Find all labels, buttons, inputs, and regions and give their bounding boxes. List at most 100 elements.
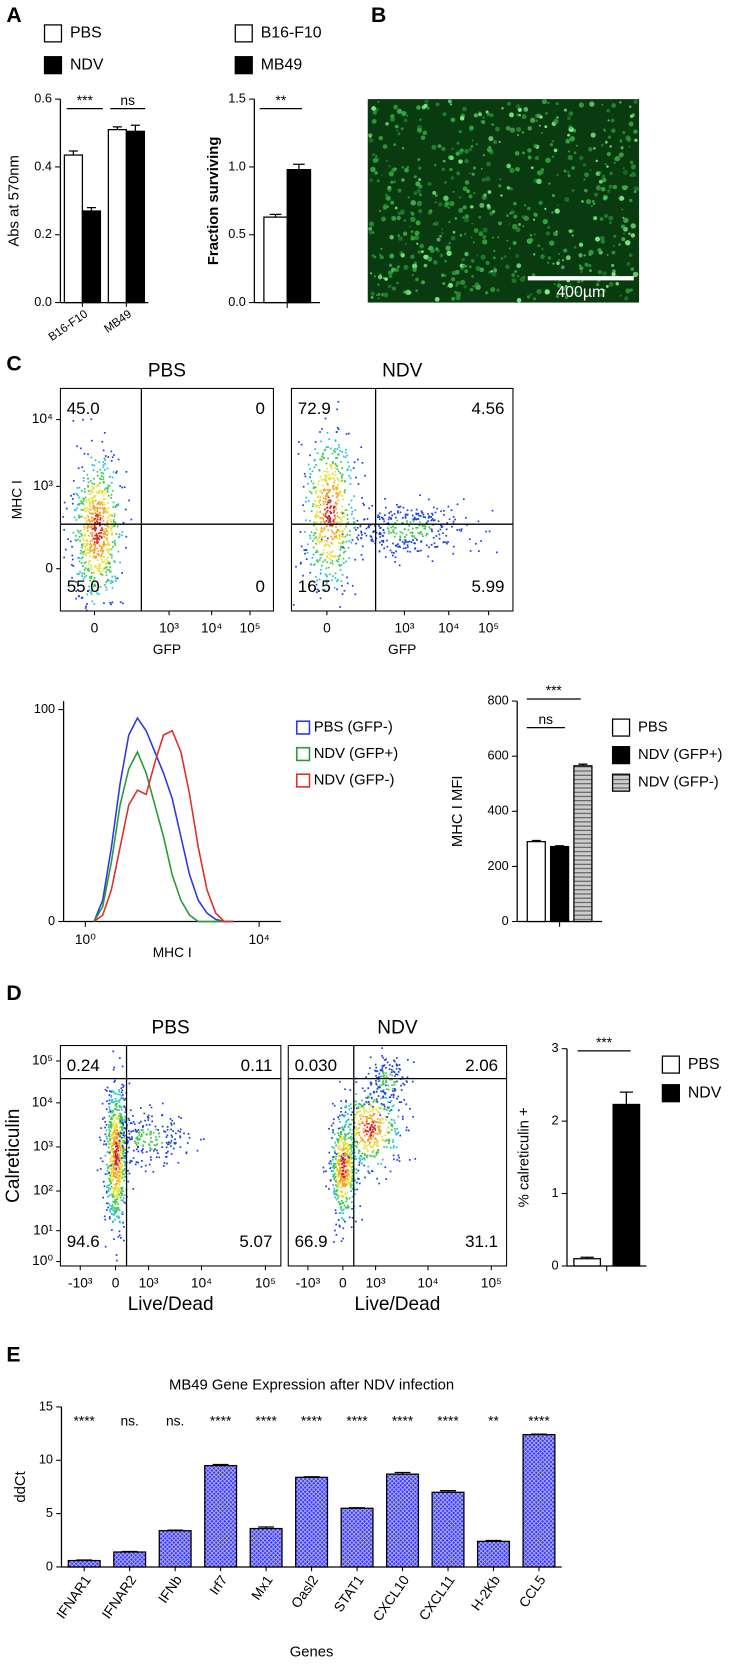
speckle [509,127,516,133]
histogram-line [93,750,234,923]
speckle [571,285,575,289]
speckle [595,236,601,242]
event-dot [292,604,295,606]
event-dot [430,543,433,546]
event-dot [322,560,325,563]
event-dot [340,1186,343,1189]
event-dot [345,1177,348,1180]
event-dot [303,549,306,552]
speckle [623,232,626,235]
y-tick-label: 1.0 [228,158,246,173]
event-dot [340,1154,342,1157]
event-dot [339,554,342,557]
event-dot [384,556,387,558]
event-dot [102,509,105,511]
speckle [431,144,437,150]
event-dot [338,1202,341,1205]
event-dot [344,1220,346,1223]
event-dot [90,577,93,580]
event-dot [86,603,88,605]
event-dot [119,1177,121,1179]
event-dot [335,536,338,539]
bar [67,1559,101,1568]
event-dot [437,530,440,533]
event-dot [316,579,319,582]
error-bar [578,763,588,766]
event-dot [324,497,327,500]
event-dot [140,1135,142,1138]
event-dot [97,553,100,555]
event-dot [350,506,353,509]
event-dot [322,500,325,503]
event-dot [393,1083,396,1086]
event-dot [356,519,359,522]
event-dot [414,537,416,539]
event-dot [114,1199,117,1202]
event-dot [372,1145,375,1148]
event-dot [121,1165,124,1168]
event-dot [359,1110,362,1113]
event-dot [322,552,325,554]
event-dot [76,445,78,448]
speckle [471,172,475,176]
event-dot [373,1149,375,1151]
event-dot [381,534,384,537]
event-dot [385,1084,387,1087]
speckle [618,243,621,246]
event-dot [329,499,332,502]
event-dot [342,529,344,532]
speckle [544,207,547,210]
speckle [609,171,613,176]
event-dot [134,1128,137,1131]
event-dot [326,517,329,520]
event-dot [329,476,332,479]
event-dot [132,1149,135,1152]
event-dot [118,1180,120,1183]
event-dot [400,1084,402,1087]
speckle [451,270,457,276]
event-dot [314,588,317,591]
event-dot [393,1145,395,1147]
event-dot [337,1201,340,1203]
event-dot [431,530,433,533]
event-dot [341,1173,343,1176]
event-dot [116,1163,118,1166]
event-dot [369,1105,372,1107]
speckle [468,147,473,152]
event-dot [92,469,95,472]
event-dot [95,526,97,529]
event-dot [310,492,313,494]
event-dot [343,1219,345,1221]
event-dot [345,1105,347,1107]
event-dot [95,534,98,537]
speckle [603,129,607,132]
event-dot [341,1194,344,1197]
event-dot [348,540,351,542]
speckle [589,101,595,107]
event-dot [369,1117,372,1119]
event-dot [108,562,111,565]
speckle [442,282,446,286]
event-dot [83,572,86,575]
event-dot [327,495,329,497]
event-dot [122,1148,125,1151]
event-dot [112,1109,114,1112]
event-dot [110,1207,113,1210]
event-dot [90,439,93,442]
bar [81,210,102,304]
event-dot [365,1145,368,1147]
speckle [547,225,551,230]
event-dot [378,1112,381,1114]
event-dot [298,441,300,443]
event-dot [369,535,372,537]
event-dot [366,1117,368,1120]
event-dot [391,551,393,554]
event-dot [112,1068,115,1071]
event-dot [96,491,99,494]
event-dot [88,510,90,513]
event-dot [107,1140,110,1143]
event-dot [165,1136,168,1138]
event-dot [108,1099,111,1102]
event-dot [401,541,404,543]
event-dot [107,1146,110,1149]
